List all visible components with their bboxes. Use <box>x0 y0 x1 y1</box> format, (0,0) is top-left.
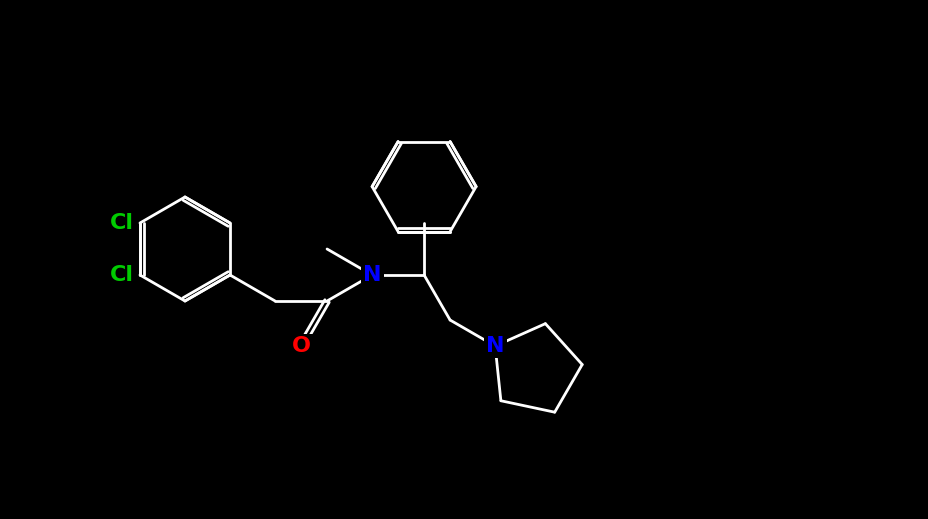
Text: N: N <box>485 336 504 356</box>
Text: O: O <box>291 336 310 356</box>
Text: N: N <box>363 265 380 285</box>
Text: Cl: Cl <box>110 213 134 233</box>
Text: N: N <box>485 336 504 356</box>
Text: Cl: Cl <box>110 265 134 285</box>
